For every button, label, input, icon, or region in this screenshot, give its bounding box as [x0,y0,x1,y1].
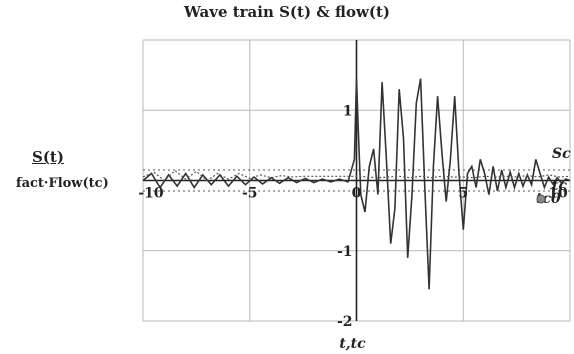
series-line-s [142,78,571,290]
annotation-tc: tc [552,178,567,194]
x-tick-label: -5 [242,186,258,202]
x-tick-label: 5 [458,186,468,202]
ylabel-s-t: S(t) [32,148,64,166]
y-tick-label: -2 [337,314,353,330]
x-tick-label: 10 [548,186,568,202]
annotation-sc: Sc [552,146,571,162]
y-tick-label: -1 [337,244,353,260]
x-tick-label: -10 [138,186,164,202]
x-tick-label: 0 [352,186,362,202]
series-line-flow [142,169,571,182]
y-tick-label: 1 [343,103,353,119]
ylabel-flow: fact·Flow(tc) [16,176,109,191]
marker-tc0 [536,194,546,204]
x-axis-label: t,tc [339,336,366,352]
chart-title: Wave train S(t) & flow(t) [183,3,390,21]
